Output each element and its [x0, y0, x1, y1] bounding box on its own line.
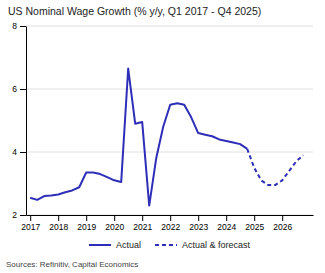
lines — [30, 69, 303, 206]
x-tick-mark — [30, 215, 31, 221]
y-grid — [26, 26, 313, 215]
chart: 2017 2018 2019 2020 2021 2022 2023 2024 2025 2026… — [0, 0, 325, 273]
y-tick-label: 6 — [12, 84, 17, 94]
x-tick: 2024 — [217, 215, 236, 232]
legend-label: Actual — [116, 240, 141, 250]
series-line — [247, 149, 303, 185]
y-axis-line — [26, 27, 27, 216]
x-tick-label: 2020 — [105, 222, 124, 232]
y-tick-label: 4 — [12, 147, 17, 157]
y-tick-label: 2 — [12, 210, 17, 220]
x-tick-mark — [58, 215, 59, 221]
x-tick-mark — [170, 215, 171, 221]
y-tick-mark — [20, 89, 26, 90]
plot: 2017 2018 2019 2020 2021 2022 2023 2024 2025 2026… — [12, 21, 313, 232]
x-tick-mark — [282, 215, 283, 221]
title: US Nominal Wage Growth (% y/y, Q1 2017 -… — [8, 5, 261, 17]
x-tick: 2020 — [105, 215, 124, 232]
x-tick-mark — [254, 215, 255, 221]
legend-label: Actual & forecast — [182, 240, 251, 250]
y-tick-label: 8 — [12, 21, 17, 31]
x-tick: 2017 — [21, 215, 40, 232]
y-tick: 4 — [12, 147, 26, 157]
legend-item: Actual & forecast — [155, 240, 251, 250]
x-tick: 2022 — [161, 215, 180, 232]
grid-line — [26, 152, 313, 153]
legend-item: Actual — [89, 240, 141, 250]
y-tick-mark — [20, 152, 26, 153]
y-tick: 8 — [12, 21, 26, 31]
x-tick-label: 2018 — [49, 222, 68, 232]
y-tick: 6 — [12, 84, 26, 94]
x-tick: 2019 — [77, 215, 96, 232]
x-axis: 2017 2018 2019 2020 2021 2022 2023 2024 2025 2026 — [21, 215, 313, 232]
grid-line — [26, 26, 313, 27]
y-axis: 2 4 6 8 — [12, 21, 26, 220]
y-tick: 2 — [12, 210, 26, 220]
x-tick-label: 2025 — [245, 222, 264, 232]
legend-swatch — [155, 244, 177, 246]
source-note: Sources: Refinitiv, Capital Economics — [6, 260, 138, 269]
x-tick: 2021 — [133, 215, 152, 232]
x-tick: 2025 — [245, 215, 264, 232]
x-tick: 2026 — [273, 215, 292, 232]
x-tick: 2018 — [49, 215, 68, 232]
x-tick-label: 2024 — [217, 222, 236, 232]
x-tick-mark — [198, 215, 199, 221]
x-tick-mark — [86, 215, 87, 221]
legend-swatch — [89, 244, 111, 246]
x-tick-mark — [226, 215, 227, 221]
x-tick-label: 2017 — [21, 222, 40, 232]
legend: Actual Actual & forecast — [89, 240, 251, 250]
grid-line — [26, 89, 313, 90]
x-tick: 2023 — [189, 215, 208, 232]
x-tick-mark — [114, 215, 115, 221]
x-tick-label: 2026 — [273, 222, 292, 232]
x-tick-label: 2019 — [77, 222, 96, 232]
x-tick-label: 2023 — [189, 222, 208, 232]
series-line — [30, 69, 247, 206]
x-tick-label: 2021 — [133, 222, 152, 232]
x-tick-mark — [142, 215, 143, 221]
x-tick-label: 2022 — [161, 222, 180, 232]
y-tick-mark — [20, 26, 26, 27]
grid-line — [26, 215, 313, 216]
y-tick-mark — [20, 215, 26, 216]
x-axis-line — [27, 215, 314, 216]
